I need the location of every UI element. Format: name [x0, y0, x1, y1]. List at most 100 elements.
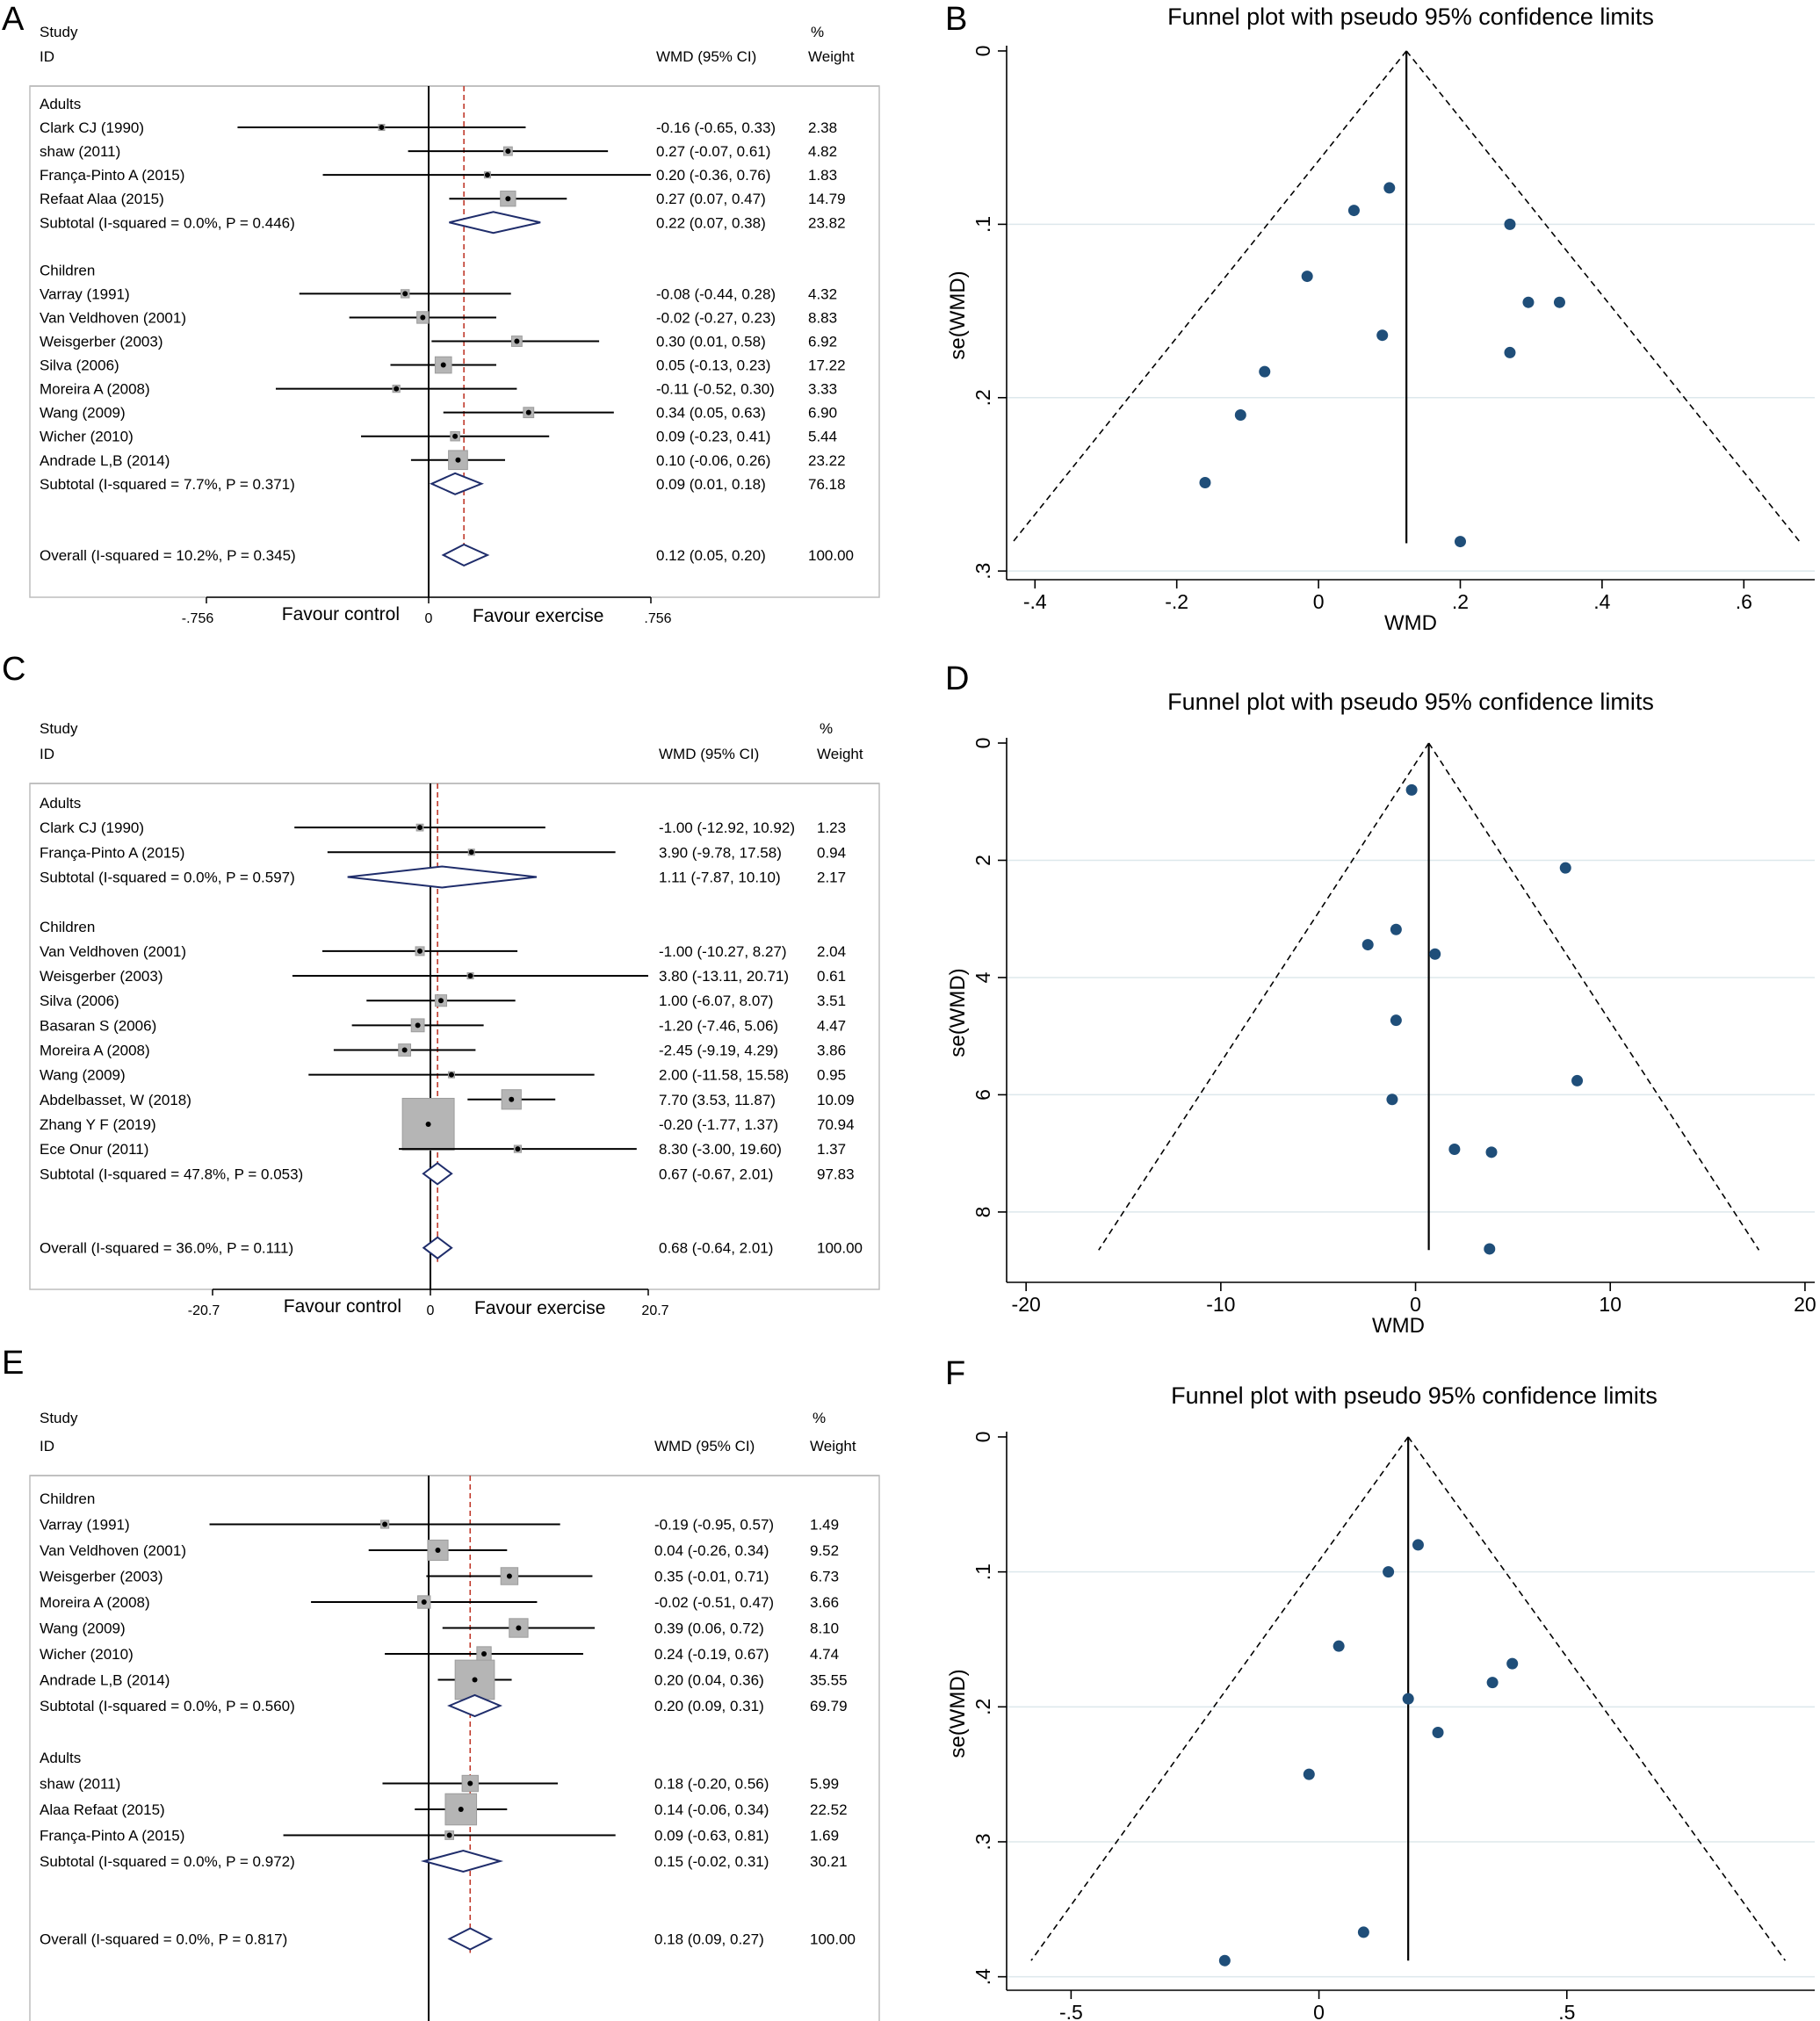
point-estimate — [425, 1121, 431, 1127]
study-label: Moreira A (2008) — [40, 1043, 150, 1059]
study-point — [1522, 296, 1535, 308]
wmd-ci-value: 0.18 (-0.20, 0.56) — [654, 1776, 769, 1793]
x-tick-label: 0 — [1313, 590, 1325, 613]
wmd-ci-value: 0.30 (0.01, 0.58) — [656, 334, 766, 350]
header-id: ID — [40, 1438, 54, 1454]
weight-value: 5.99 — [810, 1776, 839, 1793]
wmd-ci-value: 0.15 (-0.02, 0.31) — [654, 1853, 769, 1870]
study-label: Weisgerber (2003) — [40, 334, 162, 350]
wmd-ci-value: -2.45 (-9.19, 4.29) — [659, 1043, 778, 1059]
study-point — [1332, 1640, 1345, 1652]
subtotal-diamond — [347, 865, 538, 889]
wmd-ci-value: 3.80 (-13.11, 20.71) — [659, 968, 789, 985]
y-tick-label: 0 — [971, 738, 994, 749]
point-estimate — [435, 1548, 441, 1553]
study-label: Clark CJ (1990) — [40, 119, 144, 136]
x-tick-label: .6 — [1736, 590, 1752, 613]
study-point — [1553, 296, 1565, 308]
weight-value: 1.23 — [817, 819, 846, 836]
wmd-ci-value: 0.27 (-0.07, 0.61) — [656, 143, 770, 160]
study-label: Moreira A (2008) — [40, 381, 150, 398]
wmd-ci-value: 0.27 (0.07, 0.47) — [656, 191, 766, 207]
wmd-ci-value: -0.20 (-1.77, 1.37) — [659, 1116, 778, 1133]
plot-frame — [29, 1475, 880, 2021]
x-tick-label: -.2 — [1165, 590, 1188, 613]
header-id: ID — [40, 48, 54, 65]
forest-plot-c: C Study ID WMD (95% CI)% Weight -20.7 0 20.7 Fav… — [2, 651, 880, 1318]
point-estimate — [417, 825, 423, 831]
panel-letter: E — [2, 1345, 24, 1382]
study-point — [1218, 1954, 1231, 1967]
point-estimate — [440, 362, 446, 368]
study-label: Zhang Y F (2019) — [40, 1116, 156, 1133]
header-study: Study — [40, 24, 78, 40]
y-tick-label: 8 — [971, 1207, 994, 1218]
study-label: França-Pinto A (2015) — [40, 1828, 184, 1844]
y-tick-label: .4 — [971, 1968, 994, 1985]
subtotal-label: Subtotal (I-squared = 0.0%, P = 0.560) — [40, 1698, 295, 1714]
wmd-ci-value: -0.08 (-0.44, 0.28) — [656, 285, 776, 302]
study-point — [1506, 1657, 1519, 1670]
y-axis-label: se(WMD) — [946, 968, 970, 1057]
weight-value: 35.55 — [810, 1672, 848, 1689]
study-label: Weisgerber (2003) — [40, 1569, 162, 1585]
weight-value: 2.04 — [817, 943, 846, 960]
point-estimate — [437, 998, 444, 1004]
y-tick-label: 0 — [971, 1432, 994, 1443]
study-label: Van Veldhoven (2001) — [40, 1542, 186, 1559]
x-tick-label: 20.7 — [641, 1303, 668, 1318]
point-estimate — [458, 1807, 464, 1812]
y-tick-label: .1 — [971, 1563, 994, 1580]
point-estimate — [505, 148, 511, 155]
point-estimate — [452, 433, 459, 439]
point-estimate — [525, 409, 531, 415]
study-label: Van Veldhoven (2001) — [40, 309, 186, 326]
header-percent: % — [811, 24, 824, 40]
weight-value: 1.49 — [810, 1517, 839, 1534]
weight-value: 2.17 — [817, 869, 846, 885]
funnel-plot-f: F Funnel plot with pseudo 95% confidence … — [945, 1355, 1815, 2021]
subtotal-diamond — [449, 211, 541, 235]
study-point — [1259, 365, 1271, 378]
wmd-ci-value: 0.14 (-0.06, 0.34) — [654, 1801, 769, 1818]
subgroup-label: Adults — [40, 96, 81, 112]
panel-letter: F — [945, 1355, 965, 1392]
x-tick-label: 20 — [1794, 1293, 1816, 1316]
study-point — [1485, 1146, 1498, 1158]
weight-value: 14.79 — [808, 191, 846, 207]
point-estimate — [394, 386, 400, 392]
x-tick-label: .2 — [1452, 590, 1469, 613]
subgroup-label: Adults — [40, 795, 81, 812]
y-tick-label: 2 — [971, 855, 994, 866]
study-label: Van Veldhoven (2001) — [40, 943, 186, 960]
weight-value: 1.37 — [817, 1141, 846, 1158]
x-tick-label: 0 — [1313, 2001, 1325, 2021]
study-point — [1357, 1926, 1369, 1938]
study-point — [1361, 939, 1374, 951]
y-axis-label: se(WMD) — [946, 271, 970, 359]
subtotal-label: Subtotal (I-squared = 0.0%, P = 0.597) — [40, 869, 295, 885]
point-estimate — [415, 1022, 421, 1029]
favour-control-label: Favour control — [284, 1296, 401, 1317]
weight-value: 97.83 — [817, 1166, 855, 1182]
wmd-ci-value: 0.18 (0.09, 0.27) — [654, 1931, 764, 1948]
study-point — [1412, 1539, 1424, 1551]
wmd-ci-value: -0.19 (-0.95, 0.57) — [654, 1517, 774, 1534]
header-id: ID — [40, 746, 54, 762]
study-label: Wang (2009) — [40, 1620, 126, 1637]
point-estimate — [421, 1599, 427, 1605]
wmd-ci-value: 0.22 (0.07, 0.38) — [656, 214, 766, 231]
point-estimate — [382, 1521, 388, 1527]
lower-confidence-limit — [1030, 1436, 1409, 1961]
overall-label: Overall (I-squared = 36.0%, P = 0.111) — [40, 1240, 293, 1257]
header-percent: % — [820, 720, 833, 737]
wmd-ci-value: 0.20 (0.09, 0.31) — [654, 1698, 764, 1714]
point-estimate — [420, 314, 426, 321]
weight-value: 2.38 — [808, 119, 837, 136]
subgroup-label: Adults — [40, 1750, 81, 1766]
x-tick-label: .756 — [644, 611, 671, 626]
header-study: Study — [40, 720, 78, 737]
study-label: Ece Onur (2011) — [40, 1141, 148, 1158]
weight-value: 1.69 — [810, 1828, 839, 1844]
x-tick-label: 0 — [425, 611, 433, 626]
